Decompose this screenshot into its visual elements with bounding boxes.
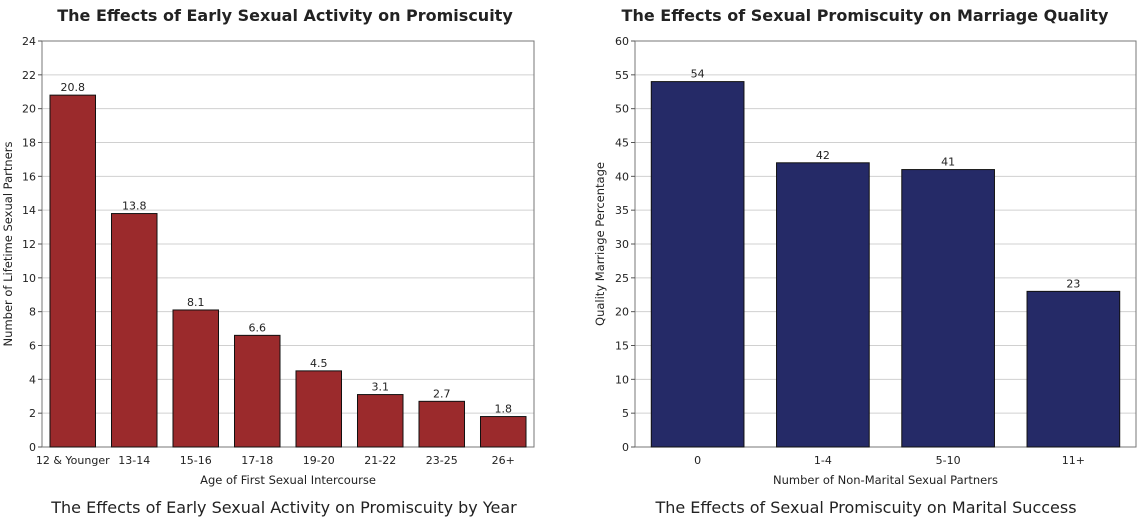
data-label: 23 (1066, 277, 1080, 290)
bar-12-younger (49, 94, 97, 448)
y-tick-label: 12 (22, 238, 36, 251)
bar-19-20 (295, 370, 343, 448)
y-tick-label: 15 (615, 340, 629, 353)
y-tick-label: 6 (29, 340, 36, 353)
chart-title-promiscuity-marriage: The Effects of Sexual Promiscuity on Mar… (621, 6, 1109, 25)
y-tick-label: 30 (615, 238, 629, 251)
y-tick-label: 4 (29, 373, 36, 386)
bar-11- (1026, 290, 1121, 448)
data-label: 8.1 (187, 296, 205, 309)
chart-title-early-activity: The Effects of Early Sexual Activity on … (57, 6, 513, 25)
bar-21-22 (356, 394, 404, 448)
y-tick-label: 40 (615, 170, 629, 183)
y-tick-label: 5 (622, 407, 629, 420)
bar-15-16 (172, 309, 220, 448)
x-tick-label: 12 & Younger (36, 454, 110, 467)
x-tick-label: 13-14 (118, 454, 150, 467)
data-label: 13.8 (122, 200, 147, 213)
y-axis-label: Quality Marriage Percentage (593, 162, 607, 326)
y-tick-label: 0 (622, 441, 629, 454)
y-tick-label: 8 (29, 306, 36, 319)
y-tick-label: 10 (615, 373, 629, 386)
x-tick-label: 11+ (1062, 454, 1085, 467)
x-tick-label: 19-20 (303, 454, 335, 467)
bar-1-4 (776, 162, 870, 448)
y-tick-label: 45 (615, 137, 629, 150)
bar-0 (650, 81, 745, 448)
caption-early-activity: The Effects of Early Sexual Activity on … (51, 498, 517, 517)
y-tick-label: 20 (615, 306, 629, 319)
y-tick-label: 16 (22, 170, 36, 183)
y-tick-label: 20 (22, 103, 36, 116)
y-axis-label: Number of Lifetime Sexual Partners (1, 142, 15, 347)
data-label: 3.1 (372, 381, 390, 394)
data-label: 20.8 (61, 81, 86, 94)
x-axis-label: Age of First Sexual Intercourse (200, 473, 376, 487)
bar-13-14 (110, 213, 158, 448)
y-tick-label: 18 (22, 137, 36, 150)
x-tick-label: 17-18 (241, 454, 273, 467)
y-tick-label: 14 (22, 204, 36, 217)
y-tick-label: 25 (615, 272, 629, 285)
x-tick-label: 23-25 (426, 454, 458, 467)
bar-26- (479, 416, 527, 448)
y-tick-label: 0 (29, 441, 36, 454)
x-tick-label: 1-4 (814, 454, 832, 467)
y-tick-label: 60 (615, 35, 629, 48)
x-tick-label: 5-10 (936, 454, 961, 467)
data-label: 1.8 (495, 403, 513, 416)
data-label: 41 (941, 156, 955, 169)
x-tick-label: 15-16 (180, 454, 212, 467)
bar-17-18 (233, 334, 281, 448)
x-tick-label: 0 (694, 454, 701, 467)
bar-23-25 (418, 400, 466, 448)
chart-promiscuity-marriage: 0 5 10 15 20 25 30 35 40 45 50 55 60 54 0 42 1-4 41 5-10 23… (593, 35, 1137, 487)
y-tick-label: 22 (22, 69, 36, 82)
y-tick-label: 35 (615, 204, 629, 217)
bar-5-10 (901, 169, 995, 448)
caption-marital-success: The Effects of Sexual Promiscuity on Mar… (655, 498, 1077, 517)
data-label: 6.6 (249, 321, 267, 334)
y-tick-label: 24 (22, 35, 36, 48)
y-tick-label: 55 (615, 69, 629, 82)
x-tick-label: 21-22 (364, 454, 396, 467)
y-tick-label: 2 (29, 407, 36, 420)
y-tick-label: 50 (615, 103, 629, 116)
data-label: 42 (816, 149, 830, 162)
y-tick-label: 10 (22, 272, 36, 285)
data-label: 54 (691, 68, 705, 81)
x-axis-label: Number of Non-Marital Sexual Partners (773, 473, 998, 487)
data-label: 2.7 (433, 387, 451, 400)
data-label: 4.5 (310, 357, 328, 370)
x-tick-label: 26+ (492, 454, 515, 467)
